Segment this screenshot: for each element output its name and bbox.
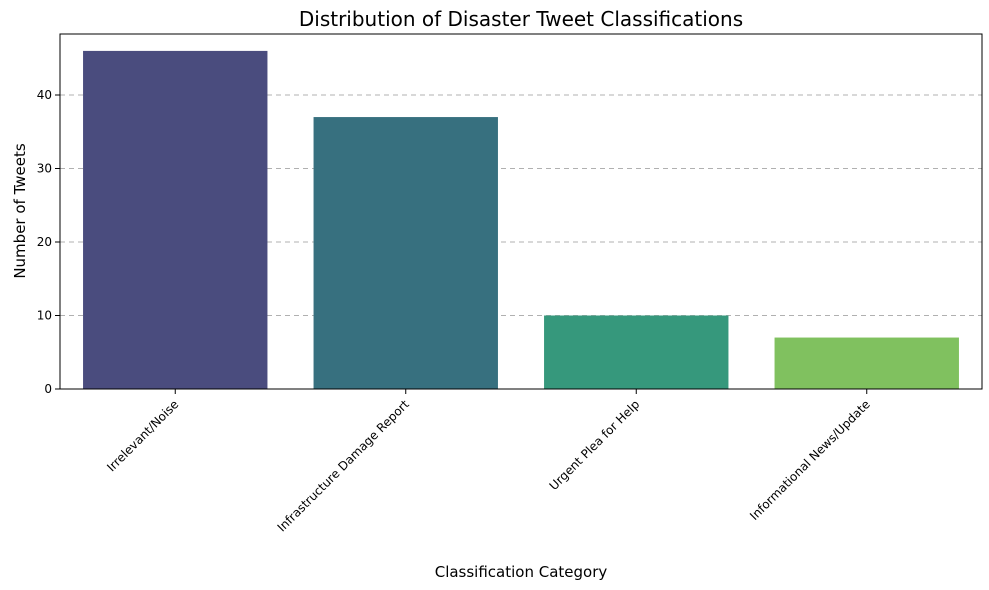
- y-axis-label: Number of Tweets: [11, 143, 29, 279]
- x-tick-label-1: Infrastructure Damage Report: [275, 397, 412, 534]
- bar-0: [83, 50, 268, 390]
- x-tick-label-3: Informational News/Update: [747, 397, 873, 523]
- y-tick-label-3: 30: [37, 162, 52, 176]
- y-tick-label-2: 20: [37, 235, 52, 249]
- y-tick-label-1: 10: [37, 309, 52, 323]
- x-axis-ticks: Irrelevant/Noise Infrastructure Damage Re…: [104, 389, 873, 535]
- y-axis-ticks: 0 10 20 30 40: [37, 88, 60, 396]
- x-tick-label-2: Urgent Plea for Help: [547, 397, 643, 493]
- y-tick-label-4: 40: [37, 88, 52, 102]
- x-axis-label: Classification Category: [435, 563, 608, 581]
- bar-1: [313, 117, 498, 389]
- plot-frame: [59, 33, 983, 390]
- bar-3: [774, 337, 959, 389]
- x-tick-label-0: Irrelevant/Noise: [104, 397, 181, 474]
- bar-2: [544, 315, 729, 389]
- chart-title: Distribution of Disaster Tweet Classific…: [299, 7, 743, 31]
- bars-layer: [83, 50, 959, 390]
- y-tick-label-0: 0: [44, 382, 52, 396]
